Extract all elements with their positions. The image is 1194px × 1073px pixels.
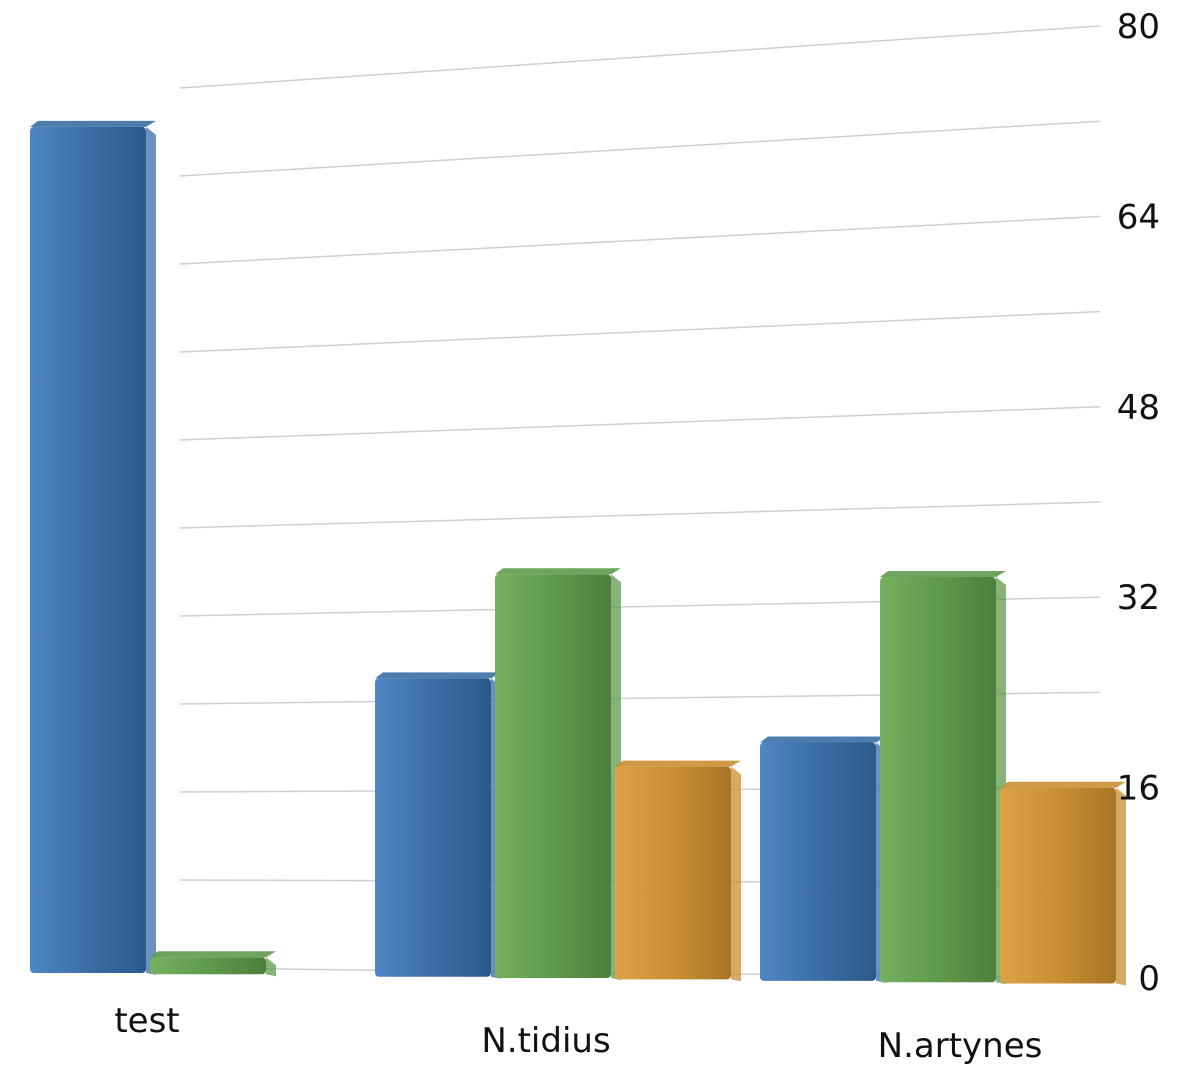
bar-test-series-2 (150, 951, 276, 977)
gridline (179, 215, 1101, 265)
y-tick-label: 0 (1138, 959, 1160, 999)
bar-n-tidius-series-3 (615, 760, 741, 982)
bar-n-tidius-series-1 (375, 672, 501, 979)
gridline (179, 310, 1101, 353)
gridlines (179, 25, 1101, 979)
gridline (179, 120, 1101, 177)
x-category-label: N.tidius (481, 1021, 610, 1061)
bar-n-artynes-series-1 (760, 736, 886, 983)
gridline (179, 501, 1101, 529)
y-tick-label: 48 (1117, 388, 1160, 428)
x-axis-category-labels: test N.tidius N.artynes (114, 1001, 1042, 1066)
bar-n-tidius-series-2 (495, 568, 621, 981)
bar-test-series-1 (30, 120, 156, 976)
gridline (179, 25, 1101, 89)
x-category-label: N.artynes (878, 1026, 1043, 1066)
bar-n-artynes-series-2 (880, 571, 1006, 985)
gridline (179, 406, 1101, 441)
x-category-label: test (114, 1001, 179, 1041)
bar-n-artynes-series-3 (1000, 781, 1126, 986)
y-axis-tick-labels: 0 16 32 48 64 80 (1117, 7, 1160, 999)
bars (30, 120, 1126, 986)
y-tick-label: 16 (1117, 769, 1160, 809)
y-tick-label: 32 (1117, 578, 1160, 618)
y-tick-label: 64 (1117, 197, 1160, 237)
y-tick-label: 80 (1117, 7, 1160, 47)
